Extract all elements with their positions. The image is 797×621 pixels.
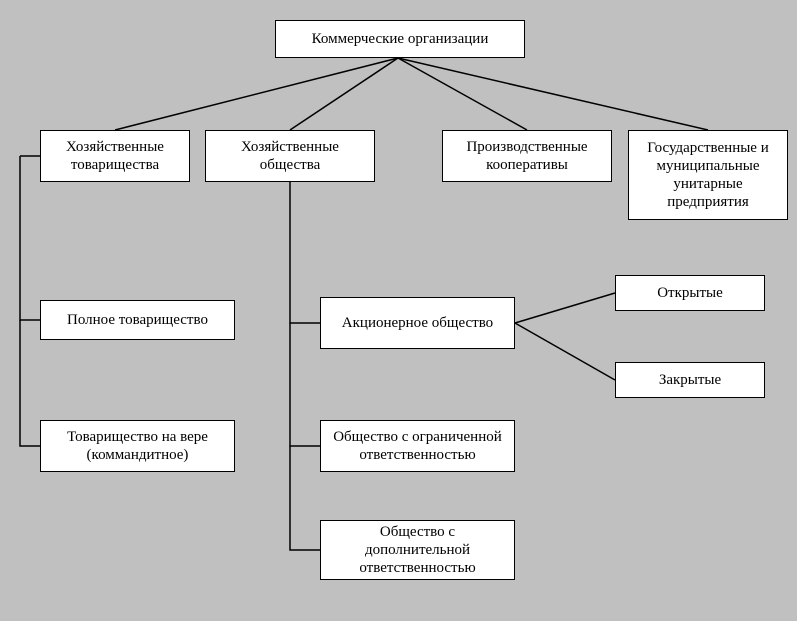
node-b2: Общество с ограниченной ответственностью	[320, 420, 515, 472]
node-label: Хозяйственные товарищества	[47, 138, 183, 174]
node-label: Закрытые	[659, 371, 721, 389]
node-root: Коммерческие организации	[275, 20, 525, 58]
node-label: Производственные кооперативы	[449, 138, 605, 174]
node-label: Коммерческие организации	[312, 30, 489, 48]
org-tree-diagram: Коммерческие организации Хозяйственные т…	[0, 0, 797, 621]
node-b1: Акционерное общество	[320, 297, 515, 349]
node-label: Товарищество на вере (коммандитное)	[47, 428, 228, 464]
node-a2: Товарищество на вере (коммандитное)	[40, 420, 235, 472]
node-c1: Открытые	[615, 275, 765, 311]
node-l1d: Государственные и муниципальные унитарны…	[628, 130, 788, 220]
node-label: Открытые	[657, 284, 723, 302]
node-label: Государственные и муниципальные унитарны…	[635, 139, 781, 211]
node-a1: Полное товарищество	[40, 300, 235, 340]
node-label: Полное товарищество	[67, 311, 208, 329]
node-l1c: Производственные кооперативы	[442, 130, 612, 182]
node-l1b: Хозяйственные общества	[205, 130, 375, 182]
node-label: Общество с ограниченной ответственностью	[327, 428, 508, 464]
node-b3: Общество с дополнительной ответственност…	[320, 520, 515, 580]
node-c2: Закрытые	[615, 362, 765, 398]
node-label: Акционерное общество	[342, 314, 493, 332]
node-label: Общество с дополнительной ответственност…	[327, 523, 508, 577]
node-label: Хозяйственные общества	[212, 138, 368, 174]
node-l1a: Хозяйственные товарищества	[40, 130, 190, 182]
